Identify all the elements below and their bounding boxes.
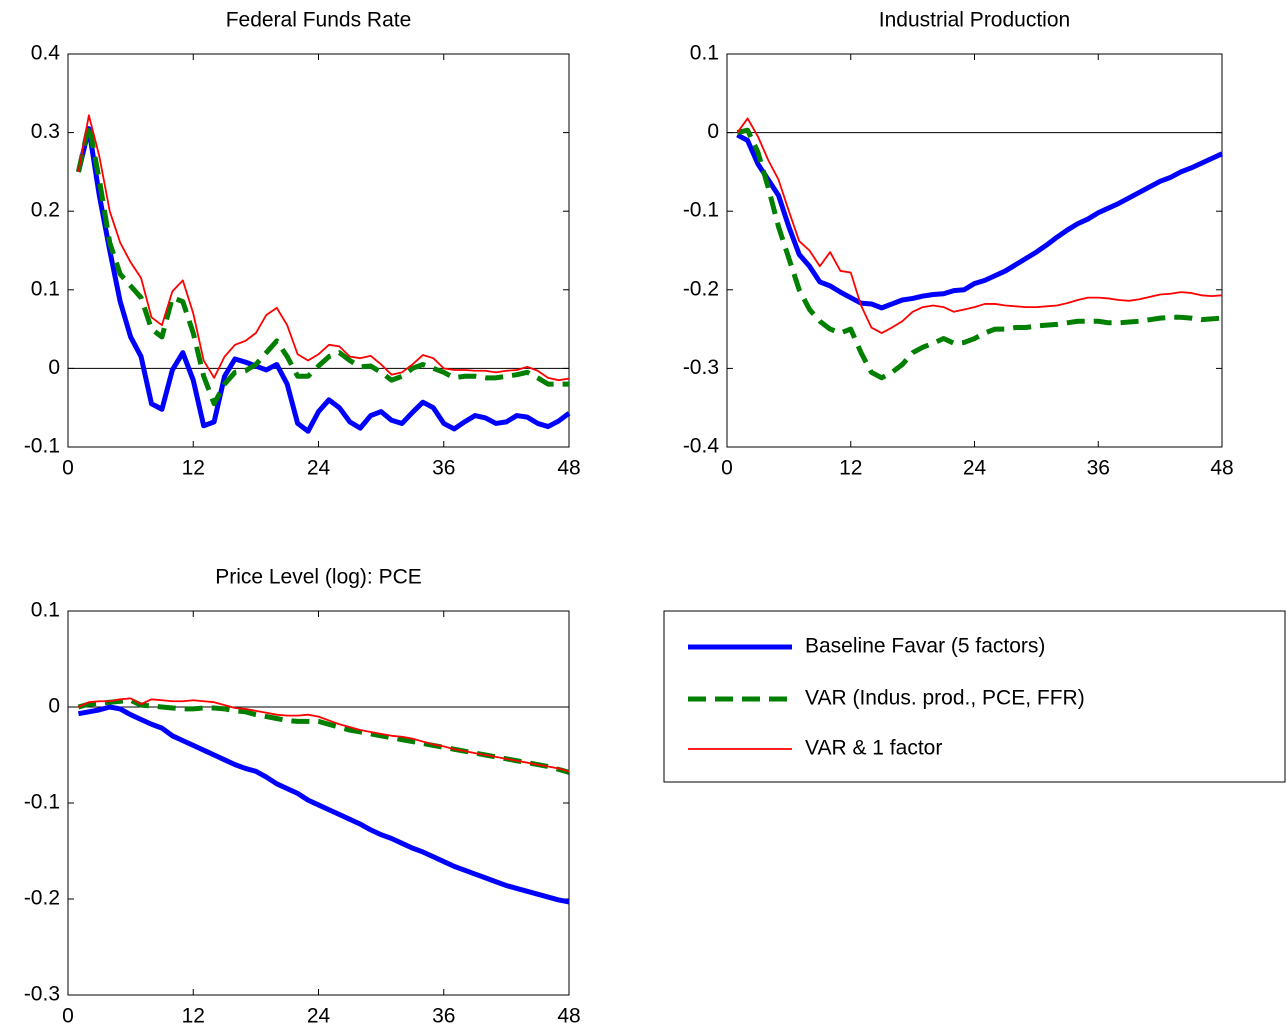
y-tick-label: 0.4 — [31, 42, 61, 65]
chart-title: Federal Funds Rate — [226, 9, 412, 32]
series-line — [77, 704, 570, 905]
x-tick-label: 12 — [182, 457, 205, 480]
series-line — [77, 697, 570, 775]
legend-entry: Baseline Favar (5 factors) — [688, 635, 1045, 658]
y-tick-label: 0.1 — [31, 599, 60, 622]
x-tick-label: 48 — [557, 457, 580, 480]
legend-label: VAR (Indus. prod., PCE, FFR) — [805, 687, 1085, 710]
series-line — [75, 122, 569, 407]
chart-title: Industrial Production — [879, 9, 1070, 32]
x-tick-label: 36 — [432, 1005, 455, 1028]
legend-entry: VAR (Indus. prod., PCE, FFR) — [688, 687, 1085, 710]
y-tick-label: -0.1 — [24, 435, 60, 458]
series-line — [736, 117, 1223, 334]
y-tick-label: -0.3 — [683, 356, 719, 379]
x-tick-label: 0 — [721, 457, 733, 480]
x-tick-label: 36 — [432, 457, 455, 480]
y-tick-label: 0.1 — [690, 42, 719, 65]
axes-frame — [67, 53, 570, 448]
x-tick-label: 48 — [557, 1005, 580, 1028]
axes-frame — [726, 53, 1223, 448]
legend-box — [663, 610, 1286, 783]
y-tick-label: 0.3 — [31, 120, 60, 143]
x-tick-label: 48 — [1210, 457, 1233, 480]
y-tick-label: -0.1 — [683, 199, 719, 222]
x-tick-label: 12 — [839, 457, 862, 480]
y-tick-label: 0 — [707, 120, 719, 143]
y-tick-label: -0.3 — [24, 983, 60, 1006]
y-tick-label: 0 — [48, 695, 60, 718]
x-tick-label: 24 — [307, 1005, 331, 1028]
series-line — [78, 697, 570, 773]
y-tick-label: -0.2 — [683, 277, 719, 300]
series-line — [77, 114, 570, 382]
x-tick-label: 24 — [963, 457, 987, 480]
y-tick-label: -0.2 — [24, 887, 60, 910]
legend-label: VAR & 1 factor — [805, 737, 942, 760]
series-line — [736, 127, 1223, 381]
x-tick-label: 0 — [62, 1005, 74, 1028]
y-tick-label: 0.1 — [31, 277, 60, 300]
y-tick-label: 0.2 — [31, 199, 60, 222]
y-tick-label: 0 — [48, 356, 60, 379]
y-tick-label: -0.1 — [24, 791, 60, 814]
x-tick-label: 0 — [62, 457, 74, 480]
series-line — [736, 132, 1224, 311]
x-tick-label: 36 — [1087, 457, 1110, 480]
legend-label: Baseline Favar (5 factors) — [805, 635, 1045, 658]
x-tick-label: 12 — [182, 1005, 205, 1028]
series-line — [76, 126, 571, 434]
legend-entry: VAR & 1 factor — [688, 737, 942, 760]
y-tick-label: -0.4 — [683, 435, 720, 458]
chart-title: Price Level (log): PCE — [215, 566, 422, 589]
x-tick-label: 24 — [307, 457, 331, 480]
